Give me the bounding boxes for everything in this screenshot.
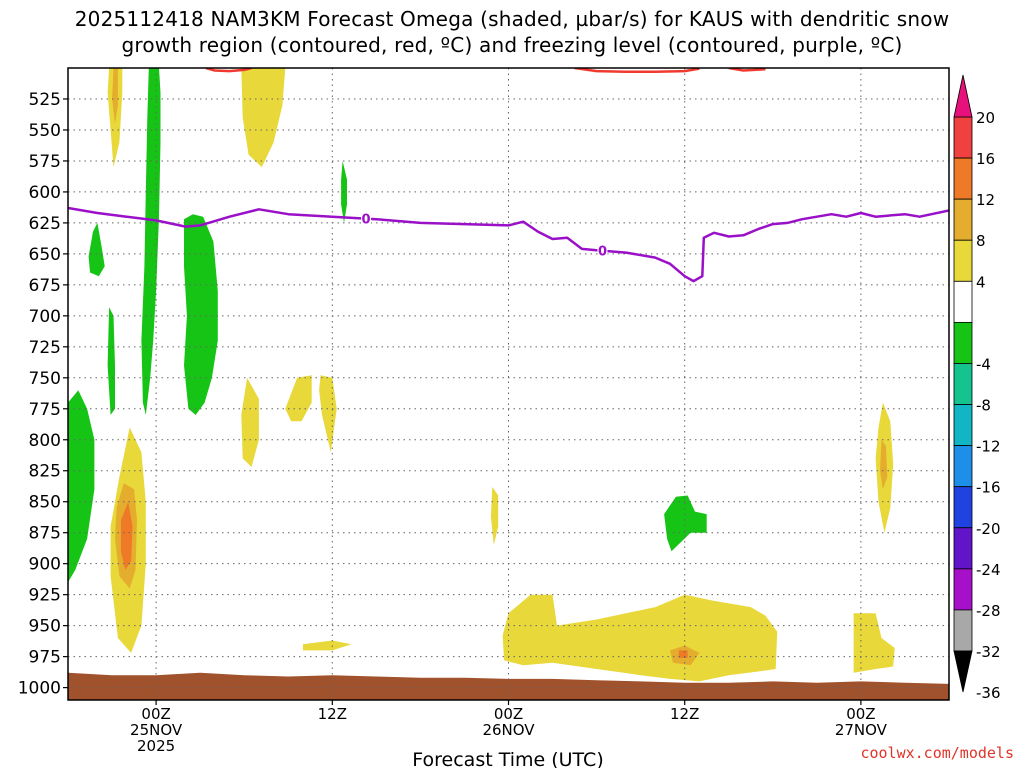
y-tick-label-625: 625 — [29, 214, 61, 234]
chart-title-line2: growth region (contoured, red, ºC) and f… — [121, 33, 903, 57]
omega-region-2 — [88, 222, 105, 277]
colorbar-label-4: 4 — [976, 273, 986, 291]
omega-region-23 — [678, 650, 688, 658]
omega-region-6 — [664, 495, 707, 552]
colorbar-bin-7 — [953, 404, 973, 447]
colorbar-label-9: -20 — [976, 520, 1001, 538]
colorbar-bin-4 — [953, 280, 973, 323]
omega-region-1 — [184, 214, 218, 415]
colorbar-label-13: -36 — [976, 684, 1001, 702]
colorbar-bin-0 — [953, 116, 973, 159]
dgz-contour-0 — [205, 68, 252, 73]
y-tick-label-875: 875 — [29, 524, 61, 544]
omega-region-14 — [302, 640, 352, 651]
colorbar-bin-9 — [953, 486, 973, 529]
colorbar-label-10: -24 — [976, 561, 1001, 579]
omega-region-8 — [241, 68, 286, 168]
x-tick-label-0-2: 2025 — [137, 737, 175, 755]
y-tick-label-725: 725 — [29, 338, 61, 358]
y-tick-label-975: 975 — [29, 648, 61, 668]
y-tick-label-650: 650 — [29, 245, 61, 265]
y-tick-label-925: 925 — [29, 586, 61, 606]
omega-region-15 — [502, 594, 778, 682]
colorbar-bin-3 — [953, 239, 973, 282]
x-tick-label-3-0: 12Z — [670, 705, 699, 723]
y-tick-label-575: 575 — [29, 152, 61, 172]
colorbar-bin-6 — [953, 363, 973, 405]
y-tick-label-1000: 1000 — [18, 679, 61, 699]
x-tick-label-2-1: 26NOV — [482, 721, 535, 739]
y-tick-label-900: 900 — [29, 555, 61, 575]
x-tick-label-2-0: 00Z — [494, 705, 523, 723]
colorbar-label-7: -12 — [976, 438, 1001, 456]
colorbar-top-arrow — [953, 74, 973, 118]
x-axis-title: Forecast Time (UTC) — [412, 749, 603, 768]
freezing-level-line — [68, 206, 949, 283]
omega-region-13 — [490, 486, 499, 546]
colorbar-bottom-arrow — [953, 650, 973, 693]
colorbar-label-5: -4 — [976, 355, 991, 373]
x-tick-label-0-1: 25NOV — [130, 721, 183, 739]
freezing-label-bg-0 — [361, 210, 372, 226]
y-tick-label-550: 550 — [29, 121, 61, 141]
colorbar-bin-8 — [953, 445, 973, 488]
dgz-contour-2 — [728, 68, 766, 72]
colorbar-label-11: -28 — [976, 602, 1001, 620]
credit-text: coolwx.com/models — [860, 744, 1014, 762]
colorbar-label-3: 8 — [976, 232, 986, 250]
y-tick-label-775: 775 — [29, 400, 61, 420]
colorbar-label-6: -8 — [976, 397, 991, 415]
colorbar-bin-12 — [953, 609, 973, 652]
x-tick-label-4-0: 00Z — [846, 705, 875, 723]
colorbar-bin-1 — [953, 157, 973, 200]
x-tick-label-1-0: 12Z — [318, 705, 347, 723]
ground-terrain — [68, 672, 949, 700]
colorbar-bin-5 — [953, 321, 973, 364]
omega-region-10 — [241, 377, 259, 467]
y-tick-label-950: 950 — [29, 617, 61, 637]
omega-region-16 — [853, 613, 895, 673]
omega-region-21 — [880, 439, 888, 490]
y-tick-label-600: 600 — [29, 183, 61, 203]
colorbar-bin-2 — [953, 198, 973, 241]
omega-region-0 — [141, 68, 161, 415]
colorbar-bin-10 — [953, 527, 973, 570]
y-tick-label-675: 675 — [29, 276, 61, 296]
chart-title-line1: 2025112418 NAM3KM Forecast Omega (shaded… — [74, 7, 950, 31]
y-tick-label-700: 700 — [29, 307, 61, 327]
dgz-contour-1 — [574, 68, 700, 73]
omega-region-12 — [319, 375, 337, 453]
freezing-label-bg-1 — [597, 242, 608, 258]
colorbar-bin-11 — [953, 568, 973, 611]
y-tick-label-850: 850 — [29, 493, 61, 513]
y-tick-label-750: 750 — [29, 369, 61, 389]
omega-region-22 — [120, 501, 133, 570]
x-tick-label-0-0: 00Z — [141, 705, 170, 723]
omega-region-18 — [112, 68, 118, 124]
y-tick-label-800: 800 — [29, 431, 61, 451]
colorbar-label-0: 20 — [976, 109, 995, 127]
omega-region-11 — [285, 375, 312, 422]
x-tick-label-4-1: 27NOV — [835, 721, 888, 739]
colorbar-label-8: -16 — [976, 479, 1001, 497]
omega-region-3 — [107, 307, 115, 415]
colorbar-label-1: 16 — [976, 150, 995, 168]
freezing-level-label-1: 0 — [598, 245, 607, 260]
y-tick-label-525: 525 — [29, 90, 61, 110]
omega-region-4 — [68, 390, 95, 583]
freezing-level-label-0: 0 — [362, 213, 371, 228]
y-tick-label-825: 825 — [29, 462, 61, 482]
colorbar-label-2: 12 — [976, 191, 995, 209]
colorbar-label-12: -32 — [976, 643, 1001, 661]
